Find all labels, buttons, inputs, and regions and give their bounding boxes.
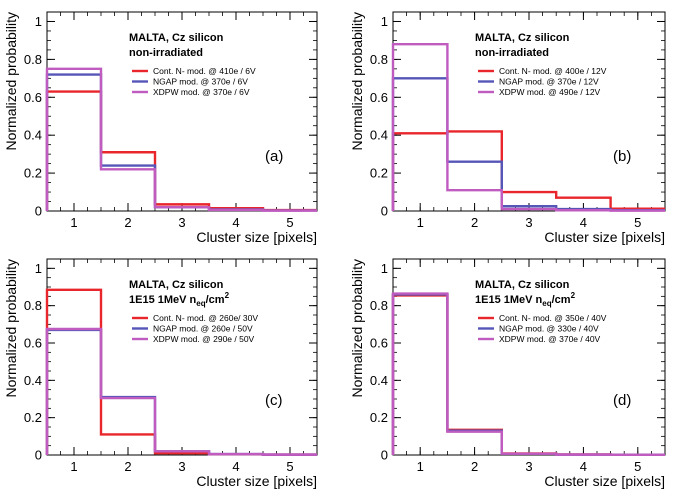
x-tick-label: 3 [178, 459, 185, 474]
y-tick-label: 0.8 [24, 298, 42, 313]
series-line-3 [391, 43, 665, 212]
legend-entry-1: Cont. N- mod. @ 400e / 12V [499, 66, 607, 76]
x-tick-label: 4 [232, 459, 239, 474]
x-axis-label: Cluster size [pixels] [196, 473, 317, 489]
panel-label: (d) [613, 392, 631, 409]
legend-title-subscript: eq [542, 299, 551, 308]
legend-entry-3: XDPW mod. @ 290e / 50V [153, 334, 255, 344]
y-axis-label: Normalized probability [349, 12, 365, 151]
y-axis-label: Normalized probability [3, 12, 19, 151]
x-tick-label: 1 [417, 459, 424, 474]
x-tick-label: 5 [634, 459, 641, 474]
y-tick-label: 0 [381, 448, 388, 463]
series-line-3 [391, 292, 665, 457]
panel-label: (a) [265, 148, 283, 165]
x-tick-label: 5 [286, 215, 293, 230]
legend-title-tail: /cm [206, 294, 225, 306]
y-tick-label: 0.4 [370, 128, 388, 143]
y-tick-label: 0.6 [24, 336, 42, 351]
y-tick-label: 1 [381, 14, 388, 29]
legend-entry-1: Cont. N- mod. @ 410e / 6V [153, 66, 256, 76]
legend-entry-3: XDPW mod. @ 490e / 12V [499, 87, 601, 97]
x-axis-label: Cluster size [pixels] [544, 473, 665, 489]
legend-entry-2: NGAP mod. @ 370e / 12V [499, 77, 599, 87]
x-tick-label: 1 [70, 215, 77, 230]
x-axis-label: Cluster size [pixels] [196, 229, 317, 245]
legend-title-line2: 1E15 1MeV neq/cm2 [475, 291, 576, 308]
x-tick-label: 2 [124, 459, 131, 474]
y-tick-label: 0.6 [370, 90, 388, 105]
y-tick-label: 0 [35, 204, 42, 219]
legend-entry-2: NGAP mod. @ 330e / 40V [499, 324, 599, 334]
x-tick-label: 4 [580, 215, 587, 230]
x-tick-label: 1 [70, 459, 77, 474]
y-tick-label: 0.8 [24, 52, 42, 67]
y-tick-label: 0.2 [24, 410, 42, 425]
legend-title-tail: /cm [552, 294, 571, 306]
legend-title-line1: MALTA, Cz silicon [129, 279, 224, 291]
legend-title-line2: non-irradiated [129, 47, 203, 59]
y-tick-label: 0.4 [24, 373, 42, 388]
y-tick-label: 0 [381, 204, 388, 219]
legend-title-subscript: eq [196, 299, 205, 308]
legend-title-line1: MALTA, Cz silicon [475, 279, 570, 291]
y-axis-label: Normalized probability [349, 259, 365, 398]
x-tick-label: 1 [417, 215, 424, 230]
series-line-1 [391, 130, 665, 211]
x-tick-label: 5 [634, 215, 641, 230]
legend-title-superscript: 2 [571, 291, 576, 300]
y-tick-label: 0.4 [24, 128, 42, 143]
x-tick-label: 2 [471, 459, 478, 474]
y-tick-label: 0.2 [370, 410, 388, 425]
legend-entry-1: Cont. N- mod. @ 260e/ 30V [153, 313, 258, 323]
legend-entry-3: XDPW mod. @ 370e / 40V [499, 334, 601, 344]
y-tick-label: 0.8 [370, 298, 388, 313]
x-tick-label: 5 [286, 459, 293, 474]
legend-title-line2: non-irradiated [475, 47, 549, 59]
y-tick-label: 0.6 [24, 90, 42, 105]
y-tick-label: 0.2 [370, 166, 388, 181]
y-tick-label: 0.8 [370, 52, 388, 67]
x-tick-label: 3 [525, 459, 532, 474]
legend-title-line2: 1E15 1MeV neq/cm2 [129, 291, 230, 308]
panel-label: (b) [613, 148, 631, 165]
series-line-3 [45, 67, 317, 212]
y-tick-label: 0.6 [370, 336, 388, 351]
y-tick-label: 1 [35, 261, 42, 276]
x-tick-label: 3 [178, 215, 185, 230]
panel-label: (c) [265, 392, 283, 409]
legend-entry-1: Cont. N- mod. @ 350e / 40V [499, 313, 607, 323]
series-line-3 [45, 327, 317, 456]
legend-entry-2: NGAP mod. @ 260e / 50V [153, 324, 253, 334]
x-tick-label: 2 [124, 215, 131, 230]
x-tick-label: 4 [580, 459, 587, 474]
y-tick-label: 1 [381, 261, 388, 276]
y-axis-label: Normalized probability [3, 259, 19, 398]
legend-title-line1: MALTA, Cz silicon [129, 32, 224, 44]
legend-title-line1: MALTA, Cz silicon [475, 32, 570, 44]
x-axis-label: Cluster size [pixels] [544, 229, 665, 245]
x-tick-label: 2 [471, 215, 478, 230]
legend-entry-2: NGAP mod. @ 370e / 6V [153, 77, 248, 87]
legend-entry-3: XDPW mod. @ 370e / 6V [153, 87, 250, 97]
y-tick-label: 0.4 [370, 373, 388, 388]
x-tick-label: 4 [232, 215, 239, 230]
legend-title-superscript: 2 [225, 291, 230, 300]
x-tick-label: 3 [525, 215, 532, 230]
y-tick-label: 0.2 [24, 166, 42, 181]
y-tick-label: 0 [35, 448, 42, 463]
y-tick-label: 1 [35, 14, 42, 29]
